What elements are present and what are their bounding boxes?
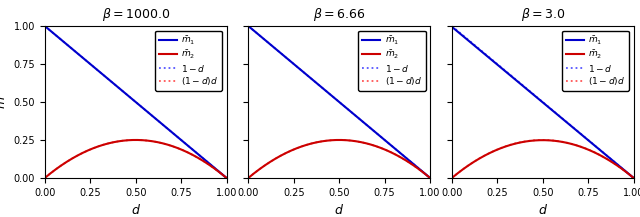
X-axis label: $d$: $d$ xyxy=(334,203,344,217)
X-axis label: $d$: $d$ xyxy=(538,203,548,217)
X-axis label: $d$: $d$ xyxy=(131,203,141,217)
Title: $\beta =1000.0$: $\beta =1000.0$ xyxy=(102,6,170,23)
Title: $\beta =6.66$: $\beta =6.66$ xyxy=(313,6,365,23)
Legend: $\bar{m}_1$, $\bar{m}_2$, $1-d$, $(1-d)d$: $\bar{m}_1$, $\bar{m}_2$, $1-d$, $(1-d)d… xyxy=(155,31,222,91)
Y-axis label: $m$: $m$ xyxy=(0,95,8,109)
Legend: $\bar{m}_1$, $\bar{m}_2$, $1-d$, $(1-d)d$: $\bar{m}_1$, $\bar{m}_2$, $1-d$, $(1-d)d… xyxy=(562,31,629,91)
Legend: $\bar{m}_1$, $\bar{m}_2$, $1-d$, $(1-d)d$: $\bar{m}_1$, $\bar{m}_2$, $1-d$, $(1-d)d… xyxy=(358,31,426,91)
Title: $\beta =3.0$: $\beta =3.0$ xyxy=(520,6,565,23)
